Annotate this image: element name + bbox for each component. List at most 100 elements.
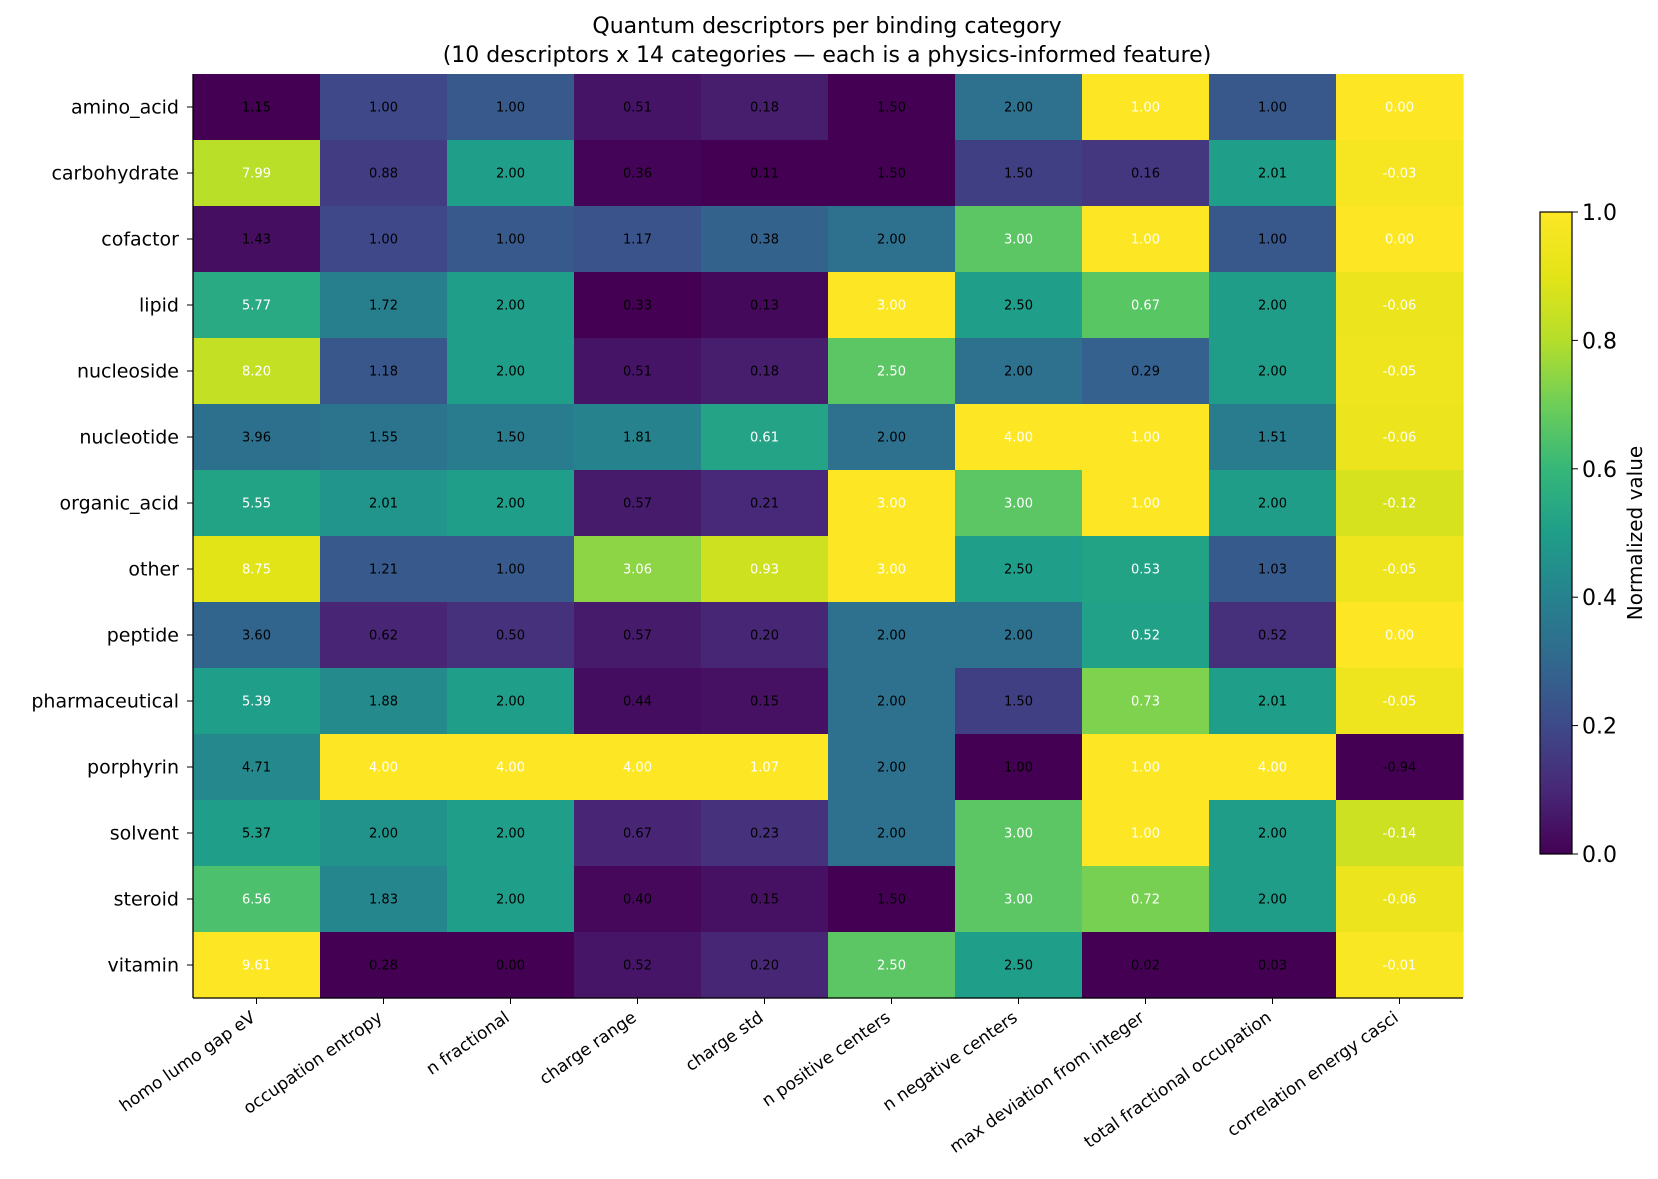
chart-subtitle: (10 descriptors x 14 categories — each i… xyxy=(443,43,1212,68)
heatmap-cell xyxy=(1209,404,1337,471)
cell-value-label: 1.17 xyxy=(623,233,652,248)
cell-value-label: 2.00 xyxy=(877,695,906,710)
cell-value-label: 3.06 xyxy=(623,563,652,578)
cell-value-label: 0.02 xyxy=(1131,959,1160,974)
colorbar-tick-label: 0.2 xyxy=(1582,715,1617,740)
heatmap-cell xyxy=(1336,734,1464,801)
heatmap-cell xyxy=(1209,800,1337,867)
cell-value-label: 2.00 xyxy=(877,827,906,842)
heatmap-cell xyxy=(447,140,575,207)
y-tick-label: organic_acid xyxy=(59,493,179,515)
cell-value-label: 1.81 xyxy=(623,431,652,446)
cell-value-label: 4.00 xyxy=(1004,431,1033,446)
y-tick-label: nucleoside xyxy=(77,361,179,383)
cell-value-label: 0.52 xyxy=(1258,629,1287,644)
cell-value-label: 0.67 xyxy=(1131,299,1160,314)
heatmap-cells xyxy=(193,74,1464,999)
cell-value-label: 0.15 xyxy=(750,893,779,908)
cell-value-label: 5.37 xyxy=(242,827,271,842)
cell-value-label: 2.00 xyxy=(496,365,525,380)
cell-value-label: 1.51 xyxy=(1258,431,1287,446)
heatmap-cell xyxy=(701,800,829,867)
heatmap-cell xyxy=(828,404,956,471)
heatmap-cell xyxy=(955,206,1083,273)
heatmap-cell xyxy=(193,272,321,339)
heatmap-cell xyxy=(1336,206,1464,273)
x-tick-label: charge std xyxy=(682,1008,767,1076)
heatmap-cell xyxy=(955,140,1083,207)
cell-value-label: 1.15 xyxy=(242,101,271,116)
heatmap-cell xyxy=(320,536,448,603)
y-tick-label: lipid xyxy=(139,295,179,317)
heatmap-cell xyxy=(1336,668,1464,735)
heatmap-cell xyxy=(574,140,702,207)
heatmap-cell xyxy=(320,602,448,669)
cell-value-label: 1.07 xyxy=(750,761,779,776)
heatmap-cell xyxy=(447,734,575,801)
cell-value-label: 3.00 xyxy=(1004,233,1033,248)
heatmap-cell xyxy=(447,206,575,273)
cell-value-label: 2.00 xyxy=(1258,299,1287,314)
heatmap-cell xyxy=(955,866,1083,933)
heatmap-cell xyxy=(701,404,829,471)
cell-value-label: 1.83 xyxy=(369,893,398,908)
cell-value-label: 8.75 xyxy=(242,563,271,578)
heatmap-cell xyxy=(574,668,702,735)
heatmap-cell xyxy=(701,140,829,207)
heatmap-cell xyxy=(447,602,575,669)
heatmap-cell xyxy=(1336,74,1464,141)
y-tick-label: steroid xyxy=(114,889,179,911)
heatmap-cell xyxy=(701,74,829,141)
heatmap-cell xyxy=(828,800,956,867)
heatmap-cell xyxy=(1209,734,1337,801)
cell-value-label: 2.00 xyxy=(877,431,906,446)
colorbar-tick-label: 0.4 xyxy=(1582,586,1617,611)
cell-value-label: 0.20 xyxy=(750,629,779,644)
cell-value-label: 0.93 xyxy=(750,563,779,578)
cell-value-label: 0.15 xyxy=(750,695,779,710)
heatmap-cell xyxy=(1209,470,1337,537)
heatmap-cell xyxy=(447,866,575,933)
cell-value-label: 4.71 xyxy=(242,761,271,776)
heatmap-cell xyxy=(1336,932,1464,999)
cell-value-label: 0.11 xyxy=(750,167,779,182)
cell-value-label: 0.53 xyxy=(1131,563,1160,578)
heatmap-cell xyxy=(1209,272,1337,339)
x-tick-label: n positive centers xyxy=(759,1008,895,1112)
cell-value-label: 3.96 xyxy=(242,431,271,446)
heatmap-cell xyxy=(955,932,1083,999)
cell-value-label: 2.50 xyxy=(1004,959,1033,974)
heatmap-cell xyxy=(701,272,829,339)
heatmap-cell xyxy=(955,74,1083,141)
colorbar-tick-label: 0.6 xyxy=(1582,458,1617,483)
heatmap-cell xyxy=(320,668,448,735)
heatmap-cell xyxy=(193,206,321,273)
cell-value-label: 1.50 xyxy=(877,893,906,908)
cell-value-label: 0.67 xyxy=(623,827,652,842)
heatmap-cell xyxy=(320,272,448,339)
heatmap-cell xyxy=(193,932,321,999)
x-tick-label: n fractional xyxy=(423,1008,514,1080)
cell-value-label: 2.50 xyxy=(1004,563,1033,578)
cell-value-label: 0.16 xyxy=(1131,167,1160,182)
heatmap-cell xyxy=(574,536,702,603)
heatmap-cell xyxy=(955,404,1083,471)
cell-value-label: 0.18 xyxy=(750,101,779,116)
chart-title: Quantum descriptors per binding category xyxy=(592,14,1061,39)
cell-value-label: 4.00 xyxy=(369,761,398,776)
heatmap-cell xyxy=(1336,140,1464,207)
cell-value-label: 2.01 xyxy=(1258,695,1287,710)
cell-value-label: 0.29 xyxy=(1131,365,1160,380)
heatmap-cell xyxy=(955,800,1083,867)
heatmap-cell xyxy=(193,602,321,669)
heatmap-cell xyxy=(1082,140,1210,207)
heatmap-cell xyxy=(447,800,575,867)
heatmap-cell xyxy=(828,536,956,603)
cell-value-label: -0.05 xyxy=(1383,695,1417,710)
heatmap-cell xyxy=(193,734,321,801)
heatmap-cell xyxy=(1336,800,1464,867)
heatmap-cell xyxy=(320,206,448,273)
heatmap-cell xyxy=(828,272,956,339)
cell-value-label: 4.00 xyxy=(1258,761,1287,776)
heatmap-cell xyxy=(1082,404,1210,471)
